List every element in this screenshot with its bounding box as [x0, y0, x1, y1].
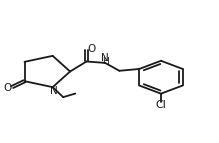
Text: N: N [101, 53, 109, 63]
Text: O: O [3, 83, 11, 93]
Text: O: O [87, 44, 95, 54]
Text: Cl: Cl [155, 100, 166, 110]
Text: H: H [102, 57, 108, 66]
Text: N: N [50, 86, 58, 96]
